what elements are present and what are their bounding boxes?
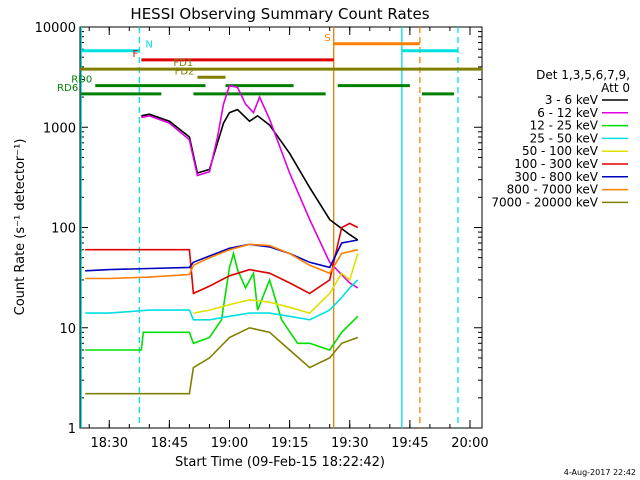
legend-item-label: 25 - 50 keV: [530, 131, 599, 145]
x-tick-label: 19:00: [211, 436, 248, 451]
legend-item-label: 12 - 25 keV: [530, 119, 599, 133]
x-axis-label: Start Time (09-Feb-15 18:22:42): [175, 455, 385, 470]
series-line: [193, 253, 359, 314]
series-line: [85, 279, 359, 321]
x-tick-label: 19:30: [331, 436, 368, 451]
legend-header-line-1: Det 1,3,5,6,7,9,: [536, 68, 630, 82]
y-tick-label: 1000: [43, 121, 76, 136]
legend-header-line-2: Att 0: [601, 81, 630, 95]
x-tick-label: 18:30: [91, 436, 128, 451]
series-line: [85, 326, 359, 395]
x-tick-label: 19:45: [391, 436, 428, 451]
x-tick-label: 19:15: [271, 436, 308, 451]
y-tick-label: 1: [68, 422, 76, 437]
plot-area: 18:30 18:45 19:00 19:15 19:30 19:45 20:00 1 10 10…: [35, 21, 489, 451]
y-tick-label: 100: [51, 222, 76, 237]
flag-label: F: [133, 49, 139, 60]
series-line: [85, 222, 359, 295]
flag-label: FD2: [175, 66, 195, 77]
flag-label: RD6: [57, 83, 78, 94]
flag-label: S: [324, 33, 330, 44]
legend-item-label: 100 - 300 keV: [514, 157, 598, 171]
flag-label: FD1: [173, 58, 193, 69]
legend-item-label: 7000 - 20000 keV: [491, 195, 598, 209]
series-line: [141, 108, 359, 241]
series-line: [85, 243, 358, 280]
legend-item-label: 3 - 6 keV: [545, 93, 599, 107]
flag-label: N: [145, 40, 152, 51]
date-stamp: 4-Aug-2017 22:42: [564, 468, 636, 477]
chart-title: HESSI Observing Summary Count Rates: [130, 5, 429, 23]
y-tick-label: 10: [59, 322, 76, 337]
x-tick-label: 20:00: [451, 436, 488, 451]
legend-item-label: 50 - 100 keV: [522, 144, 599, 158]
legend-item-label: 800 - 7000 keV: [507, 183, 599, 197]
legend-item-label: 300 - 800 keV: [514, 170, 598, 184]
series-line: [85, 250, 359, 351]
y-axis-label: Count Rate (s⁻¹ detector⁻¹): [13, 139, 28, 316]
y-tick-label: 10000: [35, 21, 76, 36]
legend-item-label: 6 - 12 keV: [537, 106, 599, 120]
flag-label: RD0: [71, 75, 92, 86]
series-line: [141, 84, 359, 289]
x-tick-label: 18:45: [151, 436, 188, 451]
